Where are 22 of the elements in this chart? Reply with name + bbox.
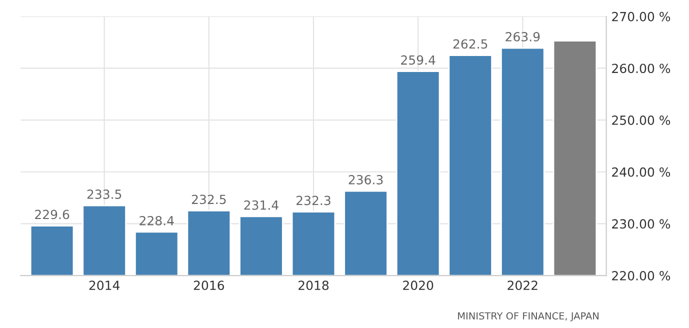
x-tick-label: 2022 [508, 280, 538, 290]
data-label: 236.3 [348, 175, 383, 184]
x-tick-label: 2018 [298, 280, 329, 290]
x-tick-label: 2014 [89, 280, 120, 290]
data-label: 231.4 [244, 200, 278, 210]
y-tick-label: 230.00 % [612, 219, 670, 229]
data-label: 232.3 [296, 196, 330, 206]
x-tick-label: 2016 [194, 280, 224, 290]
data-label: 259.4 [401, 55, 436, 65]
y-tick-label: 270.00 % [612, 12, 670, 22]
y-tick-label: 260.00 % [612, 64, 670, 74]
data-label: 263.9 [506, 32, 540, 42]
data-label: 228.4 [140, 216, 174, 226]
text: MINISTRY OF FINANCE, JAPAN [458, 312, 598, 322]
y-tick-label: 220.00 % [612, 270, 670, 280]
x-tick-label: 2020 [403, 280, 434, 290]
data-label: 232.5 [192, 194, 226, 204]
data-label: 262.5 [453, 39, 488, 49]
y-tick-label: 240.00 % [612, 167, 670, 177]
data-label: 229.6 [35, 210, 70, 220]
data-label: 233.5 [87, 190, 122, 199]
y-tick-label: 250.00 % [612, 116, 670, 125]
